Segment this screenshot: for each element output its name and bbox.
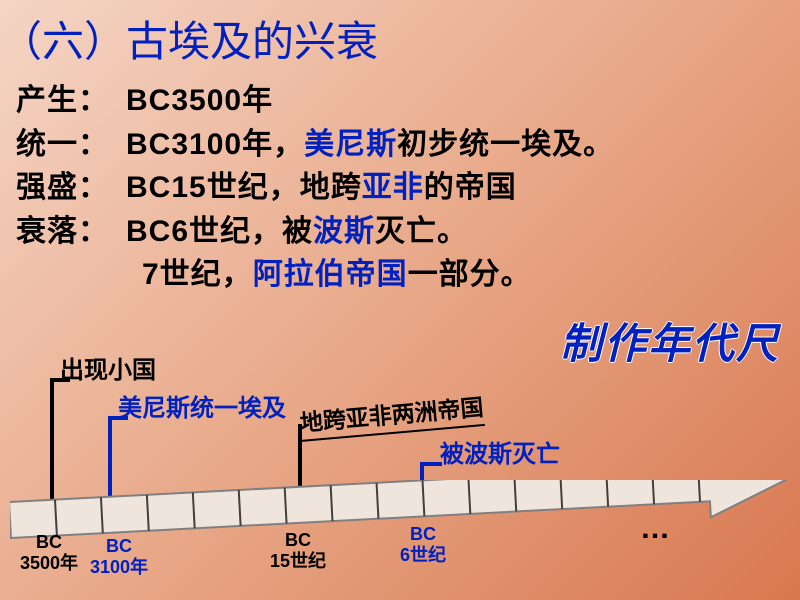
highlight-menes: 美尼斯 [304, 128, 397, 161]
callout-small-states: 出现小国 [60, 350, 156, 385]
row-decline-2: 7世纪，阿拉伯帝国一部分。 [16, 253, 788, 297]
row-label: 衰落： [16, 210, 126, 254]
slide-title: （六）古埃及的兴衰 [0, 0, 800, 69]
row-content: BC6世纪，被波斯灭亡。 [126, 210, 788, 254]
tick-bc15c: BC 15世纪 [270, 530, 326, 571]
highlight-persia: 波斯 [313, 215, 375, 248]
row-origin: 产生： BC3500年 [16, 79, 788, 123]
bullet-rows: 产生： BC3500年 统一： BC3100年，美尼斯初步统一埃及。 强盛： B… [0, 69, 800, 297]
highlight-arab: 阿拉伯帝国 [253, 258, 408, 291]
row-content: BC3100年，美尼斯初步统一埃及。 [126, 123, 788, 167]
row-label: 产生： [16, 79, 126, 123]
row-content: BC15世纪，地跨亚非的帝国 [126, 166, 788, 210]
tick-bc6c: BC 6世纪 [400, 524, 446, 565]
timeline-ellipsis: … [640, 512, 670, 546]
row-label: 统一： [16, 123, 126, 167]
highlight-asia-africa: 亚非 [362, 171, 424, 204]
callout-persia-fall: 被波斯灭亡 [440, 434, 560, 469]
row-content: BC3500年 [126, 79, 788, 123]
timeline: 出现小国 美尼斯统一埃及 地跨亚非两洲帝国 被波斯灭亡 [0, 350, 800, 600]
row-unify: 统一： BC3100年，美尼斯初步统一埃及。 [16, 123, 788, 167]
row-peak: 强盛： BC15世纪，地跨亚非的帝国 [16, 166, 788, 210]
row-decline: 衰落： BC6世纪，被波斯灭亡。 [16, 210, 788, 254]
tick-bc3500: BC 3500年 [20, 532, 78, 573]
tick-bc3100: BC 3100年 [90, 536, 148, 577]
row-label: 强盛： [16, 166, 126, 210]
callout-menes-unify: 美尼斯统一埃及 [118, 388, 286, 423]
